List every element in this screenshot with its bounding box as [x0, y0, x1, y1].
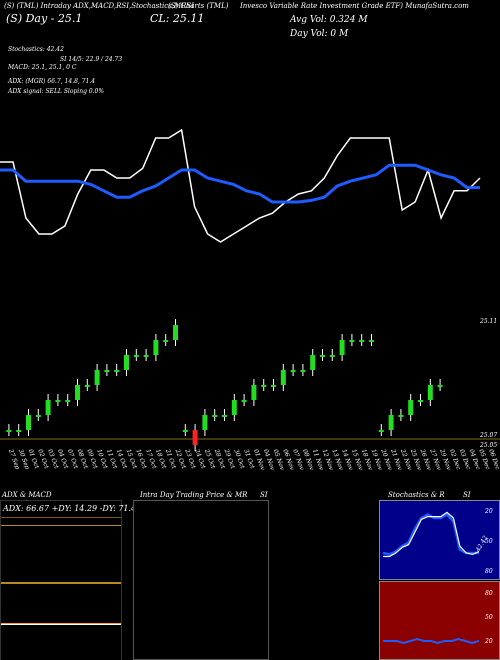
candle-body — [222, 415, 227, 417]
candle-body — [153, 340, 159, 355]
price-top-label: 25.11 — [480, 318, 498, 325]
macd-line-orange — [1, 623, 121, 624]
candle-body — [271, 385, 276, 387]
candle-body — [231, 400, 237, 415]
candle-body — [388, 415, 394, 430]
candle-body — [290, 370, 296, 372]
price-mid-label: 25.07 — [480, 432, 498, 439]
close-line: CL: 25.11 — [150, 12, 205, 25]
intraday-panel — [133, 500, 269, 660]
adx-panel: ADX: 66.67 +DY: 14.29 -DY: 71.43 — [0, 500, 141, 660]
candle-body — [173, 325, 178, 340]
rsi-tick: 80 — [485, 590, 493, 597]
candle-body — [300, 370, 306, 372]
candle-body — [192, 430, 198, 445]
candle-body — [261, 385, 267, 387]
header-title-left: (S) (TML) Intraday ADX,MACD,RSI,Stochast… — [4, 2, 194, 10]
adx-separator — [1, 517, 121, 518]
macd-value: MACD: 25.1, 25.1, 0 C — [8, 64, 77, 71]
candle-body — [45, 400, 51, 415]
adx-signal: ADX signal: SELL Sloping 0.0% — [8, 88, 105, 95]
candle-body — [182, 430, 188, 432]
candle-body — [65, 400, 71, 402]
candle-body — [143, 355, 149, 357]
candle-body — [114, 370, 120, 372]
adx-panel-title: ADX & MACD — [2, 491, 52, 499]
candle-body — [75, 385, 80, 400]
stoch-line-0 — [382, 512, 479, 556]
candle-body — [339, 340, 345, 355]
day-vol: Day Vol: 0 M — [290, 29, 349, 39]
stoch-panel-title: Stochastics & R — [388, 491, 445, 499]
candle-body — [163, 340, 169, 342]
stoch-tick: 80 — [485, 568, 493, 575]
avg-vol: Avg Vol: 0.324 M — [290, 15, 368, 25]
candle-body — [378, 430, 384, 432]
candle-body — [16, 430, 22, 432]
candle-body — [310, 355, 316, 370]
candle-body — [427, 385, 433, 400]
macd-box — [1, 583, 121, 660]
intra-panel-title: Intra Day Trading Price & MR — [140, 491, 248, 499]
candle-body — [104, 370, 110, 372]
adx-brown-box — [1, 525, 121, 583]
candle-body — [329, 355, 335, 357]
stoch-tick: 20 — [484, 508, 493, 515]
candle-body — [55, 400, 61, 402]
candle-body — [241, 400, 247, 402]
main-series-line-0 — [0, 128, 481, 243]
candle-body — [35, 415, 41, 417]
adx-value: ADX: (MGR) 66.7, 14.8, 71.4 — [8, 78, 96, 85]
candle-body — [26, 415, 31, 430]
main-line-chart — [0, 128, 481, 243]
candle-body — [94, 370, 100, 385]
stoch-tick: 50 — [485, 538, 493, 545]
candle-body — [349, 340, 355, 342]
stoch-line-1 — [383, 511, 480, 558]
candle-body — [251, 385, 257, 400]
price-low-label: 25.05 — [480, 442, 498, 449]
macd-line-white — [1, 624, 121, 625]
candle-body — [133, 355, 139, 357]
candle-body — [6, 430, 12, 432]
si-value: SI 14/5: 22.9 / 24.73 — [60, 56, 123, 63]
candle-body — [408, 400, 414, 415]
candle-body — [398, 415, 404, 417]
candle-body — [84, 385, 90, 387]
candle-body — [280, 370, 286, 385]
stoch-panel-title-2: SI — [463, 491, 471, 499]
candle-body — [124, 355, 129, 370]
candle-body — [212, 415, 218, 417]
candle-body — [359, 340, 365, 342]
candle-body — [437, 385, 443, 387]
candle-body — [418, 400, 423, 402]
price-line: (S) Day - 25.1 — [6, 12, 83, 25]
candle-body — [320, 355, 325, 357]
stochastics-value: Stochastics: 42.42 — [8, 46, 64, 53]
candle-body — [369, 340, 374, 342]
rsi-line — [383, 637, 480, 645]
stoch-panel — [379, 500, 500, 580]
candle-chart — [0, 319, 500, 451]
intra-panel-title-2: SI — [260, 491, 268, 499]
main-series-line-1 — [0, 163, 480, 204]
adx-label: ADX: 66.67 +DY: 14.29 -DY: 71.43 — [3, 504, 142, 513]
rsi-tick: 20 — [484, 638, 493, 645]
rsi-tick: 50 — [485, 614, 493, 621]
candle-body — [202, 415, 208, 430]
header-charts-link[interactable]: (S) Charts (TML) — [168, 2, 229, 10]
rsi-lines: 80 50 20 — [383, 590, 493, 645]
header-company: Invesco Variable Rate Investment Grade E… — [240, 2, 469, 10]
